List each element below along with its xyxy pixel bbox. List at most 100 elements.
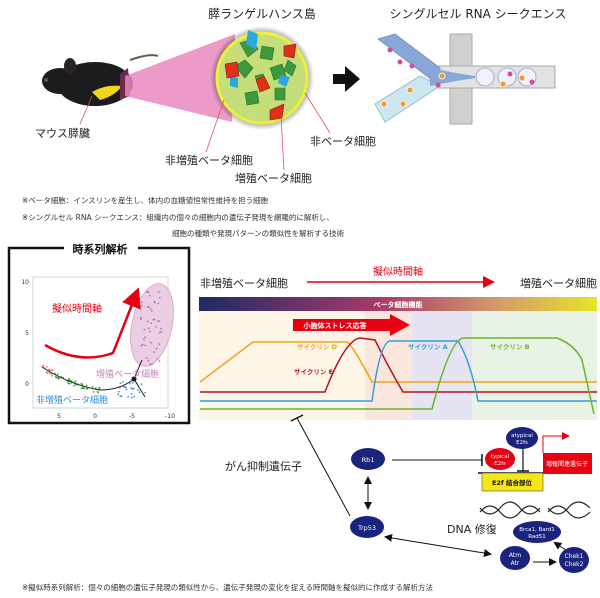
scatter-point (48, 372, 51, 374)
cyclin-b-label: サイクリン B (490, 342, 530, 351)
scatter-point (139, 318, 142, 321)
non-beta-cell-label: 非ベータ細胞 (310, 135, 376, 148)
atypical-label: atypical (511, 433, 533, 439)
scatter-point (46, 372, 49, 374)
scatter-point (141, 343, 144, 346)
islet-illustration (210, 26, 314, 130)
islet-title: 膵ランゲルハンス島 (208, 6, 316, 21)
scatter-point (158, 297, 161, 299)
scatter-point (122, 386, 125, 388)
pseudotime-panel: 時系列解析 10 5 0 5 0 -5 -10 擬似時間軸 増殖ベータ細胞 非増… (7, 240, 191, 425)
scatter-point (144, 391, 147, 394)
scatter-point (143, 328, 146, 331)
scatter-point (122, 381, 124, 383)
scatter-point (130, 387, 133, 389)
atr-label: Atr (511, 560, 520, 567)
scatter-point (146, 306, 149, 309)
x-tick: -5 (129, 413, 135, 420)
proliferating-label: 増殖ベータ細胞 (96, 368, 159, 380)
typical-e2fs-label: E2fs (494, 461, 506, 467)
cyclin-e-curve (200, 337, 597, 393)
cyclin-e-label: サイクリン E (294, 367, 333, 376)
scatter-point (85, 384, 88, 387)
dna-repair-label: DNA 修復 (447, 522, 497, 536)
scatter-point (141, 304, 143, 307)
trp53-node (350, 516, 384, 538)
scatter-point (125, 388, 128, 391)
transcription-arrow (542, 432, 570, 453)
scatter-point (144, 336, 147, 338)
mouse-illustration (42, 54, 159, 125)
y-tick: 5 (25, 330, 29, 337)
scatter-point (54, 375, 57, 378)
scatter-point (140, 383, 143, 386)
trp53-label: Trp53 (357, 524, 376, 532)
trajectory-line (41, 359, 146, 398)
gene-network: がん抑制遺伝子 Rb1 Trp53 E2f 結合部位 増殖関連遺伝子 atypi… (225, 414, 592, 573)
mouse-pointer-line (79, 95, 93, 125)
chek1-label: Chek1 (565, 553, 584, 560)
proliferation-genes-label: 増殖関連遺伝子 (546, 460, 588, 468)
scatter-point (120, 395, 123, 398)
e2f-binding-site-label: E2f 結合部位 (492, 478, 533, 487)
scatter-point (138, 391, 141, 394)
non-proliferating-beta-label: 非増殖ベータ細胞 (165, 154, 253, 167)
scatter-point (94, 387, 97, 389)
typical-e2fs-node (485, 448, 515, 470)
scatter-point (156, 357, 159, 360)
scatter-point (91, 385, 94, 388)
scatter-point (147, 291, 150, 294)
scatter-point (145, 357, 148, 359)
timeline-end-label: 増殖ベータ細胞 (520, 277, 597, 290)
scatter-point (51, 369, 53, 371)
scatter-point (148, 294, 151, 297)
chek2-label: Chek2 (565, 561, 584, 568)
typical-label: typical (491, 454, 510, 460)
scatter-point (42, 364, 45, 367)
scatter-point (155, 347, 158, 350)
x-tick: -10 (165, 413, 175, 420)
process-arrow-icon (333, 66, 360, 92)
scatter-point (125, 386, 127, 389)
scatter-point (51, 374, 54, 377)
scatter-point (118, 390, 120, 393)
non-prolif-pointer-line (205, 99, 225, 153)
scatter-point (137, 389, 139, 391)
scatter-point (127, 396, 129, 398)
scatter-point (80, 387, 83, 390)
scatter-point (92, 391, 95, 393)
cyclin-b-curve (200, 337, 595, 415)
pseudotime-arrow (44, 287, 141, 359)
scatter-point (154, 301, 156, 304)
scatter-point (151, 363, 153, 366)
scatter-point (160, 327, 163, 330)
dna-helix-icon (479, 501, 591, 519)
scatter-point (150, 322, 152, 325)
scatter-point (74, 380, 77, 382)
scatter-point (153, 351, 155, 354)
scrnaseq-title: シングルセル RNA シークエンス (390, 7, 567, 21)
panel-title: 時系列解析 (73, 242, 128, 256)
y-tick: 0 (25, 381, 29, 388)
rb1-node (351, 448, 385, 470)
cyclin-a-label: サイクリン A (408, 342, 448, 351)
tumor-suppressor-label: がん抑制遺伝子 (225, 459, 302, 473)
scatter-point (143, 338, 145, 341)
brca-node (513, 521, 561, 543)
scatter-point (49, 369, 52, 371)
scatter-point (150, 341, 152, 344)
scatter-point (158, 343, 161, 345)
mouse-pancreas-label: マウス膵臓 (35, 127, 90, 140)
timeline-axis-label: 擬似時間軸 (373, 265, 423, 278)
scatter-point (149, 363, 152, 366)
brca-label: Brca1, Bard1 (519, 527, 555, 533)
er-stress-label: 小胞体ストレス応答 (303, 321, 368, 330)
scatter-point (85, 387, 88, 390)
non-proliferating-label: 非増殖ベータ細胞 (36, 394, 108, 406)
scatter-point (140, 344, 143, 347)
note-beta-cell: ※ベータ細胞：インスリンを産生し、体内の血糖値恒常性維持を担う細胞 (22, 195, 269, 205)
scatter-point (83, 387, 86, 390)
scatter-point (50, 373, 53, 375)
scatter-point (157, 291, 160, 294)
proliferation-genes-box (543, 453, 592, 473)
